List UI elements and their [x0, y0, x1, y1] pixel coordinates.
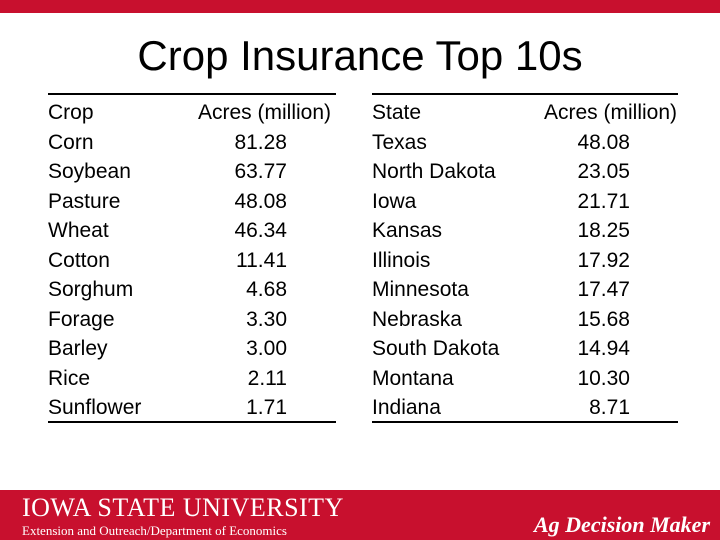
crop-name: Barley: [48, 337, 108, 360]
table-row: Forage 3.30: [48, 305, 336, 335]
column-header-crop: Crop: [48, 101, 94, 124]
table-row: Sorghum 4.68: [48, 275, 336, 305]
column-header-acres: Acres (million): [197, 101, 331, 124]
crop-name: Sorghum: [48, 278, 134, 301]
table-row: Rice 2.11: [48, 364, 336, 394]
crop-name: Soybean: [48, 160, 131, 183]
table-row: Corn 81.28: [48, 128, 336, 158]
state-name: Minnesota: [372, 278, 469, 301]
crop-name: Cotton: [48, 248, 110, 272]
state-acres: 21.71: [577, 189, 630, 213]
state-name: Iowa: [372, 189, 417, 213]
table-row: Kansas 18.25: [372, 216, 678, 246]
crop-name: Corn: [48, 130, 94, 154]
state-name: Kansas: [372, 219, 443, 242]
brand-label: Ag Decision Maker: [534, 512, 710, 537]
state-acres: 17.47: [577, 278, 630, 301]
state-acres: 14.94: [577, 337, 630, 360]
state-name: North Dakota: [372, 160, 496, 183]
crop-acres: 46.34: [234, 219, 287, 242]
state-name: South Dakota: [372, 337, 500, 360]
top-accent-bar: [0, 0, 720, 13]
crop-acres: 81.28: [234, 130, 287, 154]
state-name: Texas: [372, 130, 427, 154]
crop-acres: 11.41: [236, 248, 287, 272]
state-acres: 17.92: [577, 248, 630, 272]
crop-acres: 1.71: [246, 396, 287, 419]
column-header-acres: Acres (million): [543, 101, 677, 124]
table-row: Pasture 48.08: [48, 187, 336, 217]
table-row: Montana 10.30: [372, 364, 678, 394]
state-acres: 15.68: [577, 307, 630, 331]
university-logo: IOWA STATE UNIVERSITY: [22, 493, 344, 522]
crop-name: Wheat: [48, 219, 109, 242]
state-acres: 10.30: [577, 366, 630, 390]
crop-acres: 48.08: [234, 189, 287, 213]
table-row: Illinois 17.92: [372, 246, 678, 276]
state-acres: 48.08: [577, 130, 630, 154]
state-name: Indiana: [372, 396, 441, 419]
crop-table-header: Crop Acres (million): [48, 98, 336, 128]
footer-bar: IOWA STATE UNIVERSITY Extension and Outr…: [0, 490, 720, 540]
crop-acres: 3.30: [246, 307, 287, 331]
table-row: Wheat 46.34: [48, 216, 336, 246]
table-row: Indiana 8.71: [372, 393, 678, 423]
table-row: South Dakota 14.94: [372, 334, 678, 364]
state-name: Montana: [372, 366, 454, 390]
table-row: Iowa 21.71: [372, 187, 678, 217]
crop-acres: 63.77: [234, 160, 287, 183]
state-acres: 18.25: [577, 219, 630, 242]
table-row: Cotton 11.41: [48, 246, 336, 276]
table-row: Sunflower 1.71: [48, 393, 336, 423]
crop-name: Sunflower: [48, 396, 142, 419]
state-name: Illinois: [372, 248, 431, 272]
table-row: North Dakota 23.05: [372, 157, 678, 187]
crop-table: Crop Acres (million) Corn 81.28 Soybean 63…: [48, 93, 336, 423]
table-row: Soybean 63.77: [48, 157, 336, 187]
state-table-header: State Acres (million): [372, 98, 678, 128]
crop-acres: 4.68: [246, 278, 287, 301]
table-row: Minnesota 17.47: [372, 275, 678, 305]
state-name: Nebraska: [372, 307, 462, 331]
state-table: State Acres (million) Texas 48.08 North D…: [372, 93, 678, 423]
crop-acres: 2.11: [247, 366, 287, 390]
crop-name: Rice: [48, 366, 91, 390]
table-row: Barley 3.00: [48, 334, 336, 364]
department-label: Extension and Outreach/Department of Eco…: [22, 523, 287, 538]
state-acres: 8.71: [589, 396, 630, 419]
crop-name: Pasture: [48, 189, 121, 213]
page-title: Crop Insurance Top 10s: [137, 32, 583, 79]
state-acres: 23.05: [577, 160, 630, 183]
crop-acres: 3.00: [246, 337, 287, 360]
table-row: Nebraska 15.68: [372, 305, 678, 335]
table-row: Texas 48.08: [372, 128, 678, 158]
column-header-state: State: [372, 101, 422, 124]
crop-name: Forage: [48, 307, 115, 331]
